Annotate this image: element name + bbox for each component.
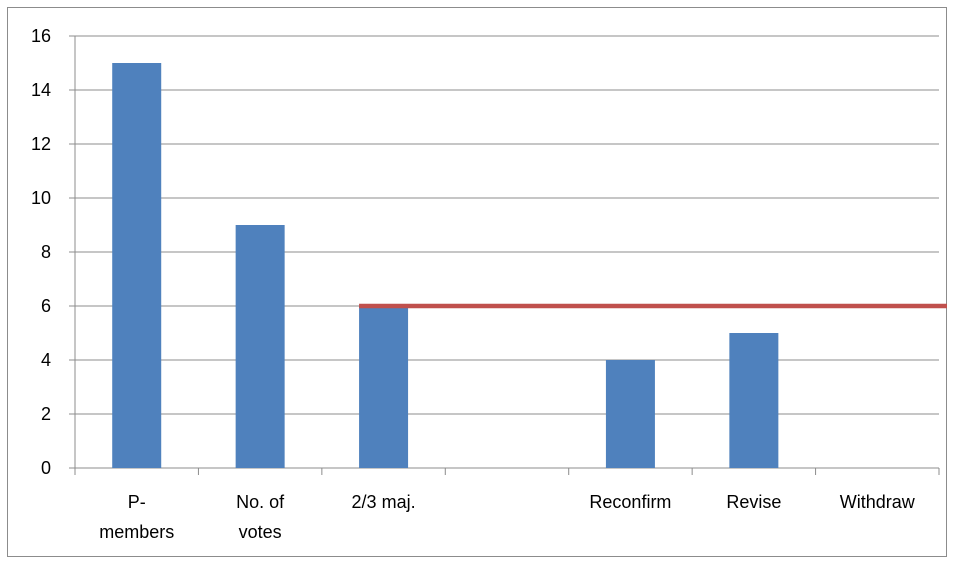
bar-no-of-votes: [235, 225, 285, 468]
axes: [69, 35, 940, 475]
x-tick-label: 2/3 maj.: [352, 492, 416, 512]
y-tick-label: 12: [31, 134, 51, 154]
x-tick-label: members: [99, 522, 174, 542]
y-tick-label: 4: [41, 350, 51, 370]
x-tick-label: votes: [239, 522, 282, 542]
y-tick-label: 8: [41, 242, 51, 262]
y-tick-label: 6: [41, 296, 51, 316]
y-tick-label: 14: [31, 80, 51, 100]
x-tick-labels: P-members No. of votes 2/3 maj. Reconfirm Rev…: [99, 492, 916, 542]
bar-reconfirm: [605, 360, 655, 468]
bars: [112, 63, 779, 468]
x-tick-label: P-: [128, 492, 146, 512]
y-tick-label: 10: [31, 188, 51, 208]
bar-revise: [729, 333, 779, 468]
x-tick-label: Reconfirm: [589, 492, 671, 512]
y-tick-labels: 0 2 4 6 8 10 12 14 16: [31, 26, 51, 478]
x-tick-label: No. of: [236, 492, 285, 512]
y-tick-label: 2: [41, 404, 51, 424]
bar-2-3-maj-: [359, 306, 409, 468]
y-tick-label: 16: [31, 26, 51, 46]
chart-frame: [7, 7, 947, 557]
bar-p-members: [112, 63, 162, 468]
gridlines: [75, 35, 939, 415]
x-tick-label: Revise: [726, 492, 781, 512]
y-tick-label: 0: [41, 458, 51, 478]
x-tick-label: Withdraw: [840, 492, 916, 512]
